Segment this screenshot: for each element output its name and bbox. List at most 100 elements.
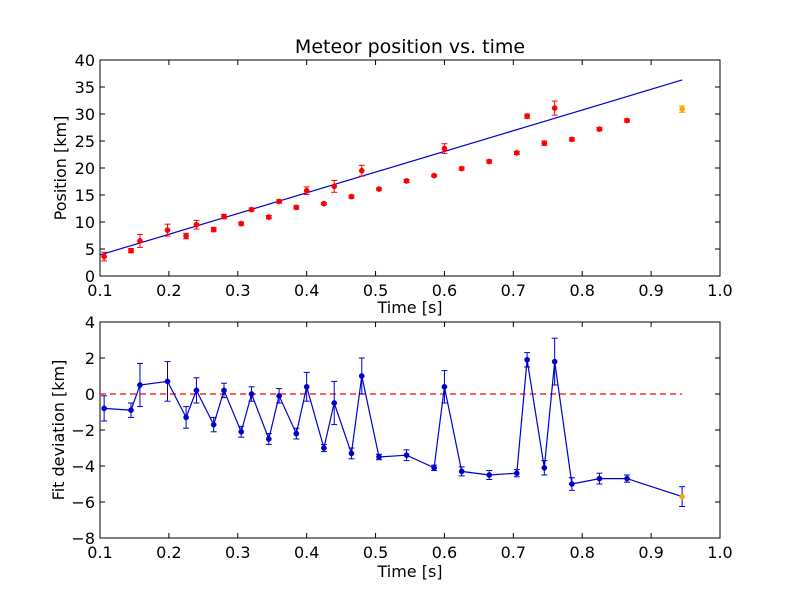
data-point bbox=[183, 414, 189, 421]
data-point bbox=[679, 493, 685, 500]
x-tick-label: 1.0 bbox=[707, 543, 732, 562]
data-point bbox=[265, 214, 272, 220]
data-point bbox=[513, 150, 520, 156]
chart-title: Meteor position vs. time bbox=[295, 36, 525, 58]
data-point bbox=[193, 387, 200, 394]
position-chart: Meteor position vs. time Time [s] Positi… bbox=[51, 36, 733, 317]
data-point bbox=[137, 238, 143, 244]
data-point bbox=[569, 481, 575, 487]
data-point bbox=[331, 183, 338, 190]
data-point bbox=[431, 172, 437, 179]
data-point bbox=[624, 117, 630, 124]
x-tick-label: 1.0 bbox=[707, 281, 732, 300]
data-point bbox=[569, 136, 575, 143]
y-tick-label: 25 bbox=[75, 132, 95, 151]
y-tick-label: −4 bbox=[71, 457, 95, 476]
data-point bbox=[164, 227, 171, 233]
deviation-chart: Time [s] Fit deviation [km] 0.1 0.2 0.3 0.4… bbox=[49, 313, 733, 581]
data-point bbox=[486, 158, 493, 165]
data-point bbox=[128, 407, 134, 414]
data-point bbox=[541, 140, 548, 147]
y-tick-label: 10 bbox=[75, 213, 95, 232]
data-point bbox=[376, 186, 382, 192]
x-tick-label: 0.1 bbox=[87, 543, 112, 562]
data-point bbox=[348, 193, 355, 200]
y-tick-label: 0 bbox=[85, 385, 95, 404]
data-point bbox=[403, 452, 410, 459]
data-point bbox=[248, 391, 255, 397]
data-point bbox=[596, 126, 603, 132]
data-point bbox=[210, 226, 217, 233]
data-point bbox=[238, 428, 245, 435]
data-point bbox=[458, 468, 465, 475]
data-point bbox=[276, 198, 282, 205]
x-tick-label: 0.7 bbox=[501, 543, 526, 562]
data-point bbox=[513, 470, 520, 477]
y-tick-label: 20 bbox=[75, 159, 95, 178]
y-tick-label: 40 bbox=[75, 51, 95, 70]
x-tick-label: 0.2 bbox=[156, 543, 181, 562]
y-tick-label: −8 bbox=[71, 529, 95, 548]
data-point bbox=[376, 454, 382, 460]
data-point bbox=[431, 464, 437, 471]
data-point bbox=[193, 221, 200, 228]
data-point bbox=[248, 206, 255, 213]
data-point bbox=[441, 145, 448, 152]
y-axis-label: Position [km] bbox=[51, 116, 70, 221]
data-point bbox=[624, 475, 630, 482]
x-tick-label: 0.9 bbox=[638, 281, 663, 300]
data-point bbox=[221, 387, 227, 394]
data-point bbox=[293, 204, 300, 211]
data-point bbox=[596, 475, 603, 482]
data-point bbox=[293, 430, 300, 437]
data-point bbox=[164, 378, 171, 385]
data-point bbox=[679, 106, 685, 112]
data-point bbox=[551, 105, 558, 111]
y-axis-label: Fit deviation [km] bbox=[49, 360, 68, 501]
x-tick-label: 0.1 bbox=[87, 281, 112, 300]
y-tick-label: 5 bbox=[85, 240, 95, 259]
x-tick-label: 0.5 bbox=[363, 281, 388, 300]
y-tick-label: −2 bbox=[71, 421, 95, 440]
data-point bbox=[101, 253, 107, 260]
x-tick-label: 0.3 bbox=[225, 543, 250, 562]
x-tick-label: 0.6 bbox=[432, 281, 457, 300]
y-tick-label: 30 bbox=[75, 105, 95, 124]
data-point bbox=[358, 373, 365, 379]
y-tick-label: 4 bbox=[85, 313, 95, 332]
x-tick-label: 0.4 bbox=[294, 543, 319, 562]
x-axis-label: Time [s] bbox=[376, 298, 442, 317]
data-point bbox=[101, 405, 107, 412]
x-tick-label: 0.8 bbox=[569, 281, 594, 300]
data-point bbox=[238, 220, 245, 227]
data-point bbox=[348, 450, 355, 457]
data-point bbox=[137, 382, 143, 388]
x-tick-label: 0.7 bbox=[501, 281, 526, 300]
data-point bbox=[331, 400, 338, 406]
x-tick-label: 0.6 bbox=[432, 543, 457, 562]
y-tick-label: 0 bbox=[85, 267, 95, 286]
x-tick-label: 0.4 bbox=[294, 281, 319, 300]
data-point bbox=[265, 436, 272, 442]
x-tick-label: 0.2 bbox=[156, 281, 181, 300]
x-tick-label: 0.9 bbox=[638, 543, 663, 562]
y-tick-label: 15 bbox=[75, 186, 95, 205]
x-tick-label: 0.5 bbox=[363, 543, 388, 562]
data-point bbox=[221, 213, 227, 220]
data-point bbox=[441, 383, 448, 390]
y-tick-label: 35 bbox=[75, 78, 95, 97]
x-axis-label: Time [s] bbox=[376, 562, 442, 581]
data-point bbox=[276, 392, 282, 399]
deviation-line bbox=[104, 359, 683, 498]
x-tick-label: 0.8 bbox=[569, 543, 594, 562]
data-point bbox=[541, 464, 548, 471]
data-point bbox=[303, 383, 310, 390]
data-point bbox=[358, 167, 365, 174]
y-tick-label: −6 bbox=[71, 493, 95, 512]
y-tick-label: 2 bbox=[85, 349, 95, 368]
data-point bbox=[551, 358, 558, 365]
data-point bbox=[321, 445, 327, 451]
data-point bbox=[128, 247, 134, 254]
